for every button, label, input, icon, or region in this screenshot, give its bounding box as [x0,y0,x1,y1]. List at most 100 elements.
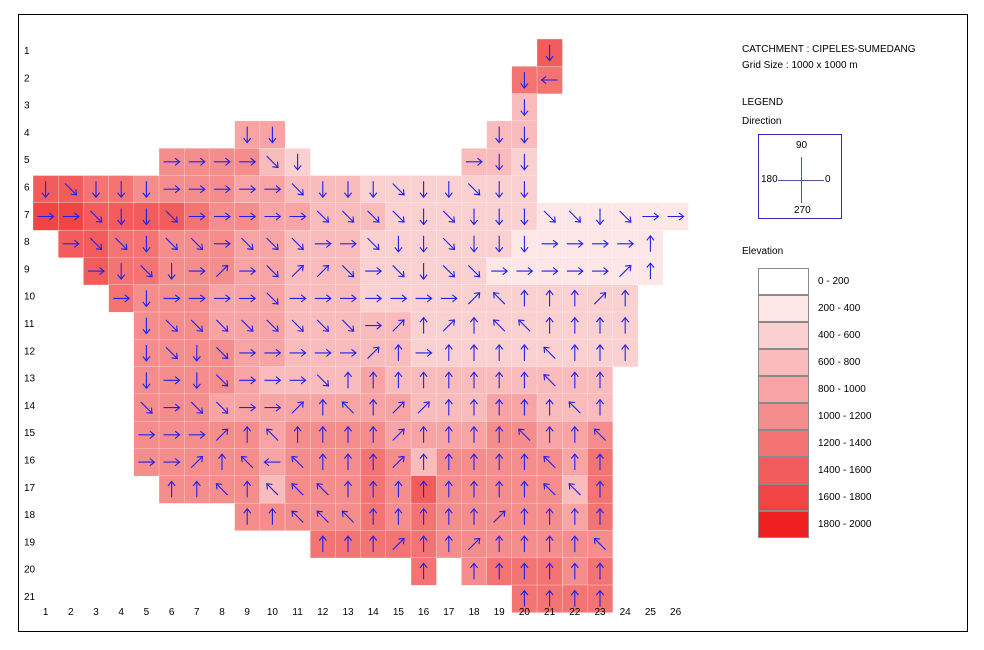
row-label-13: 13 [24,374,36,385]
flow-arrow-r10-c17 [440,294,458,303]
flow-arrow-r14-c6 [163,403,181,412]
flow-arrow-r18-c22 [570,507,579,525]
flow-arrow-r12-c6 [165,346,178,360]
flow-arrow-r14-c23 [595,398,605,416]
flow-arrow-r13-c18 [469,371,479,389]
flow-arrow-r19-c23 [593,537,607,551]
flow-arrow-r6-c11 [291,183,304,196]
flow-arrow-r16-c18 [469,453,479,471]
column-label-10: 10 [267,607,279,618]
flow-arrow-r15-c8 [215,428,229,441]
legend-label: 1200 - 1400 [818,438,872,449]
row-label-6: 6 [24,183,30,194]
grid-size-label: Grid Size : 1000 x 1000 m [742,60,858,71]
flow-arrow-r17-c12 [316,483,329,496]
column-label-24: 24 [620,607,632,618]
flow-arrow-r8-c17 [442,237,456,251]
flow-arrow-r8-c12 [314,239,332,248]
flow-arrow-r12-c11 [289,348,307,357]
column-label-16: 16 [418,607,430,618]
flow-arrow-r8-c20 [520,235,529,253]
compass-west-label: 180 [761,174,778,185]
flow-arrow-r12-c7 [192,344,201,362]
flow-arrow-r19-c13 [343,535,353,553]
flow-arrow-r11-c7 [190,319,204,332]
flow-arrow-r15-c21 [545,425,554,443]
row-label-5: 5 [24,155,30,166]
flow-arrow-r13-c13 [343,371,353,389]
flow-arrow-r11-c13 [341,319,355,332]
flow-arrow-r17-c9 [243,480,252,498]
flow-arrow-r7-c10 [264,212,282,221]
flow-arrow-r20-c20 [520,562,529,580]
flow-arrow-r18-c14 [369,507,378,525]
flow-arrow-r12-c22 [570,344,579,361]
flow-arrow-r5-c19 [495,153,504,171]
flow-arrow-r17-c8 [215,483,229,496]
column-label-8: 8 [219,607,225,618]
flow-arrow-r15-c6 [163,430,181,439]
row-label-12: 12 [24,346,36,357]
flow-arrow-r12-c19 [495,344,504,361]
flow-arrow-r4-c10 [268,126,277,144]
legend-label: 1800 - 2000 [818,519,872,530]
flow-arrow-r13-c11 [289,376,307,385]
flow-arrow-r13-c5 [142,372,151,390]
legend-swatch [758,457,809,484]
compass-vertical-line [801,157,802,203]
flow-arrow-r9-c3 [88,267,105,276]
column-label-20: 20 [519,607,531,618]
flow-arrow-r6-c10 [264,185,282,194]
flow-arrow-r8-c9 [241,237,254,251]
flow-arrow-r11-c21 [545,316,554,334]
legend-swatch [758,376,809,403]
flow-arrow-r8-c25 [646,234,655,252]
flow-arrow-r18-c20 [520,507,529,525]
row-label-18: 18 [24,510,36,521]
flow-arrow-r15-c18 [469,425,479,443]
flow-arrow-r20-c21 [545,562,554,580]
flow-arrow-r9-c13 [341,265,355,278]
flow-arrow-r6-c6 [163,185,181,194]
flow-arrow-r19-c19 [495,535,504,553]
flow-arrow-r10-c24 [621,289,630,307]
flow-arrow-r11-c18 [469,316,479,334]
flow-arrow-r10-c14 [365,294,383,303]
legend-label: 1000 - 1200 [818,411,872,422]
flow-arrow-r16-c16 [419,453,428,471]
flow-arrow-r7-c25 [642,212,660,221]
flow-arrow-r12-c5 [142,344,151,362]
flow-arrow-r5-c9 [239,157,257,166]
column-label-9: 9 [244,607,250,618]
flow-arrow-r6-c5 [142,181,151,199]
flow-arrow-r15-c10 [266,428,279,441]
flow-arrow-r7-c20 [520,208,529,226]
flow-arrow-r10-c13 [340,294,357,303]
legend-row: 1000 - 1200 [758,403,878,430]
flow-arrow-r16-c15 [392,455,405,469]
flow-arrow-r9-c12 [316,264,330,278]
legend-label: 400 - 600 [818,330,861,341]
flow-arrow-r10-c8 [214,294,231,303]
flow-arrow-r6-c18 [467,183,481,196]
flow-arrow-r12-c23 [595,344,605,361]
flow-arrow-r7-c19 [495,208,504,226]
flow-arrow-r17-c18 [469,480,479,498]
flow-arrow-r11-c17 [442,319,456,332]
flow-arrow-r9-c4 [117,263,126,280]
flow-arrow-r7-c17 [442,210,456,223]
flow-arrow-r9-c19 [491,267,509,276]
flow-arrow-r12-c21 [543,346,556,359]
flow-arrow-r8-c23 [592,239,609,248]
flow-arrow-r15-c11 [293,425,302,443]
flow-arrow-r19-c15 [392,537,405,551]
flow-arrow-r20-c16 [419,562,428,580]
flow-arrow-r19-c18 [467,537,481,551]
flow-arrow-r21-c22 [570,589,579,607]
flow-arrow-r17-c22 [568,483,581,496]
flow-arrow-r19-c12 [318,535,327,553]
flow-arrow-r13-c23 [595,371,605,389]
flow-arrow-r4-c20 [520,126,529,144]
flow-arrow-r6-c9 [239,185,257,194]
flow-arrow-r8-c11 [291,237,304,251]
